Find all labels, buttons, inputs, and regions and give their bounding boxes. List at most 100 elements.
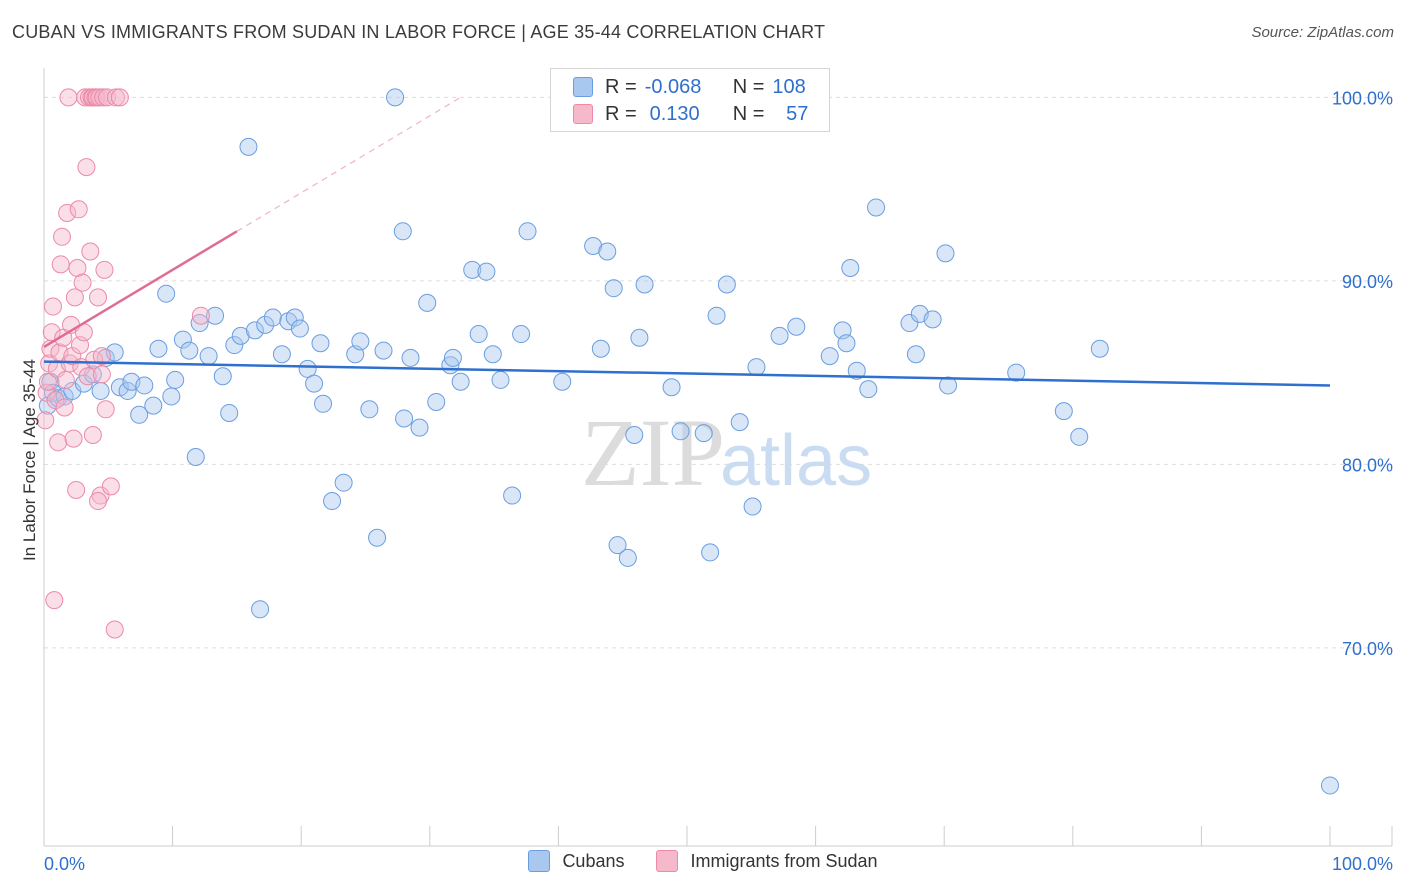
- data-point: [65, 288, 84, 307]
- data-point: [59, 88, 78, 107]
- data-point: [936, 244, 955, 263]
- legend-item-sudan[interactable]: Immigrants from Sudan: [656, 850, 878, 872]
- x-tick-label: 100.0%: [1332, 854, 1393, 874]
- data-point: [305, 374, 324, 393]
- data-point: [44, 297, 63, 316]
- data-point: [483, 345, 502, 364]
- data-point: [110, 88, 129, 107]
- data-point: [939, 376, 958, 395]
- y-tick-label: 80.0%: [1342, 455, 1393, 475]
- data-point: [285, 308, 304, 327]
- data-point: [717, 275, 736, 294]
- data-point: [107, 88, 126, 107]
- data-point: [38, 372, 57, 391]
- data-point: [135, 376, 154, 395]
- series-legend: Cubans Immigrants from Sudan: [0, 850, 1406, 872]
- swatch-cubans: [573, 77, 593, 97]
- data-point: [173, 330, 192, 349]
- data-point: [55, 398, 74, 417]
- trend-line: [43, 360, 1331, 387]
- data-point: [49, 389, 68, 408]
- data-point: [360, 400, 379, 419]
- data-point: [743, 497, 762, 516]
- data-point: [78, 367, 97, 386]
- data-point: [491, 370, 510, 389]
- swatch-sudan: [656, 850, 679, 872]
- data-point: [225, 336, 244, 355]
- data-point: [166, 370, 185, 389]
- data-point: [45, 591, 64, 610]
- data-point: [191, 306, 210, 325]
- data-point: [206, 306, 225, 325]
- legend-row-sudan: R = 0.130 N = 57: [573, 101, 808, 127]
- data-point: [368, 528, 387, 547]
- data-point: [512, 325, 531, 344]
- data-point: [149, 339, 168, 358]
- data-point: [67, 481, 86, 500]
- data-point: [199, 347, 218, 366]
- source-credit: Source: ZipAtlas.com: [1251, 24, 1394, 41]
- swatch-sudan: [573, 104, 593, 124]
- watermark-atlas: atlas: [720, 421, 872, 501]
- data-point: [443, 348, 462, 367]
- r-value: 0.130: [649, 102, 700, 125]
- gridlines: [44, 96, 1392, 649]
- data-point: [451, 372, 470, 391]
- data-point: [64, 429, 83, 448]
- trend-lines: [43, 96, 1331, 387]
- chart-title: CUBAN VS IMMIGRANTS FROM SUDAN IN LABOR …: [12, 22, 826, 42]
- y-tick-label: 100.0%: [1332, 88, 1393, 108]
- data-point: [180, 341, 199, 360]
- data-point: [662, 378, 681, 397]
- data-point: [1090, 339, 1109, 358]
- data-point: [186, 448, 205, 466]
- data-point: [386, 88, 405, 107]
- data-point: [427, 392, 446, 411]
- data-point: [393, 222, 412, 241]
- data-point: [51, 255, 70, 274]
- data-point: [314, 394, 333, 413]
- legend-label: Immigrants from Sudan: [690, 850, 878, 871]
- data-point: [618, 548, 637, 567]
- data-point: [81, 242, 100, 261]
- data-point: [95, 260, 114, 279]
- data-point: [58, 203, 77, 222]
- data-point: [311, 334, 330, 353]
- data-point: [747, 358, 766, 377]
- data-point: [859, 380, 878, 399]
- data-point: [841, 259, 860, 278]
- data-point: [820, 347, 839, 366]
- data-point: [787, 317, 806, 336]
- data-point: [608, 536, 627, 555]
- data-point: [92, 347, 111, 366]
- swatch-cubans: [528, 850, 551, 872]
- data-point: [323, 492, 342, 511]
- data-point: [44, 383, 63, 402]
- data-point: [900, 314, 919, 333]
- legend-item-cubans[interactable]: Cubans: [528, 850, 624, 872]
- data-point: [635, 275, 654, 294]
- data-point: [91, 381, 110, 400]
- data-point: [63, 381, 82, 400]
- data-point: [239, 137, 258, 156]
- r-label: R =: [605, 75, 637, 98]
- data-point: [707, 306, 726, 325]
- data-point: [53, 227, 72, 246]
- data-point: [36, 411, 55, 430]
- x-tick-labels: 0.0% 100.0%: [44, 854, 1393, 874]
- data-point: [89, 492, 108, 511]
- data-point: [463, 260, 482, 279]
- data-point: [694, 424, 713, 443]
- data-point: [162, 387, 181, 406]
- n-value: 108: [772, 75, 806, 98]
- data-point: [418, 293, 437, 312]
- n-label: N =: [732, 102, 765, 125]
- data-point: [374, 341, 393, 360]
- data-point: [671, 422, 690, 441]
- data-point: [231, 326, 250, 345]
- data-points: [36, 88, 1339, 795]
- data-point: [395, 409, 414, 428]
- data-point: [1321, 776, 1339, 795]
- data-point: [625, 425, 644, 444]
